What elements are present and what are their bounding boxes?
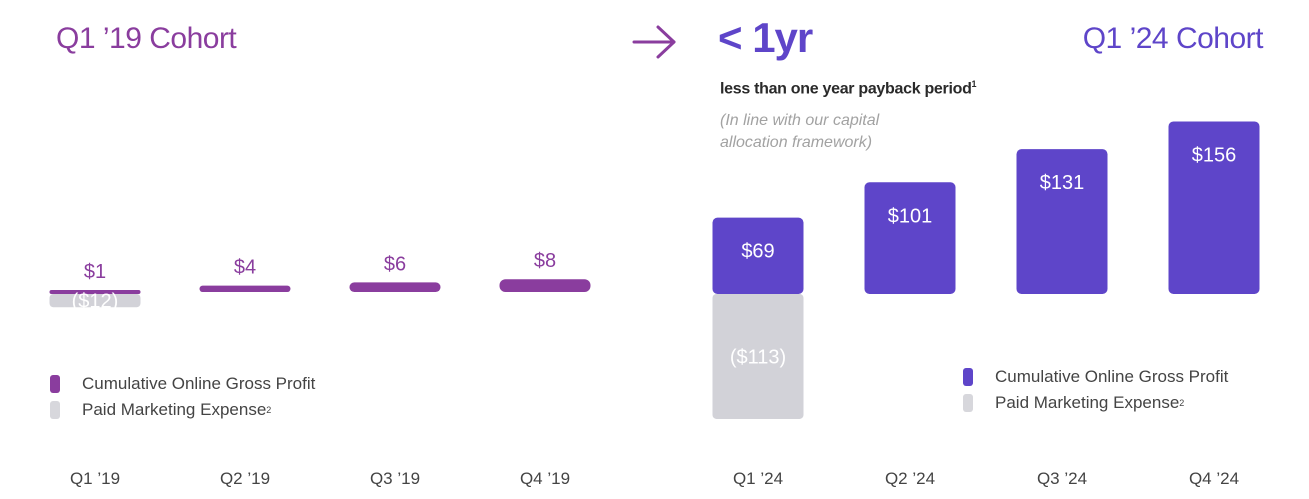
legend-right: Cumulative Online Gross Profit Paid Mark…: [963, 364, 1228, 416]
bar-gross-profit: [712, 217, 804, 294]
bar-label-gross-profit: $6: [384, 253, 406, 275]
footnote-2: 2: [1179, 398, 1185, 408]
legend-left: Cumulative Online Gross Profit Paid Mark…: [50, 371, 315, 423]
bar-label-gross-profit: $4: [234, 257, 256, 279]
bar-label-gross-profit: $1: [84, 261, 106, 283]
bar-gross-profit: [1168, 121, 1260, 295]
bar-gross-profit: [864, 182, 956, 294]
arrow-right-icon: [632, 25, 676, 59]
bar-gross-profit: [349, 282, 441, 292]
legend-item-gross-profit: Cumulative Online Gross Profit: [963, 364, 1228, 390]
payback-subtitle: less than one year payback period1: [720, 79, 977, 98]
payback-highlight: < 1yr: [718, 14, 813, 61]
legend-item-marketing: Paid Marketing Expense 2: [963, 390, 1228, 416]
bar-marketing-expense: [712, 294, 804, 419]
bar-gross-profit: [49, 290, 141, 294]
bar-label-gross-profit: $131: [1040, 172, 1085, 194]
x-tick-label: Q4 ’19: [520, 469, 570, 488]
legend-label-marketing: Paid Marketing Expense: [995, 393, 1180, 412]
left-cohort-title: Q1 ’19 Cohort: [56, 22, 237, 55]
bar-label-gross-profit: $69: [741, 241, 774, 263]
x-tick-label: Q2 ’19: [220, 469, 270, 488]
legend-swatch-gross-profit: [963, 368, 973, 386]
legend-swatch-marketing: [50, 401, 60, 419]
bar-marketing-expense: [49, 294, 141, 308]
legend-item-gross-profit: Cumulative Online Gross Profit: [50, 371, 315, 397]
legend-label-marketing: Paid Marketing Expense: [82, 400, 267, 419]
bar-label-marketing-expense: ($12): [72, 291, 119, 313]
bar-gross-profit: [199, 285, 291, 292]
footnote-2: 2: [266, 405, 272, 415]
x-tick-label: Q2 ’24: [885, 469, 935, 488]
legend-item-marketing: Paid Marketing Expense 2: [50, 397, 315, 423]
x-tick-label: Q3 ’19: [370, 469, 420, 488]
footnote-1: 1: [971, 79, 977, 89]
legend-label-gross-profit: Cumulative Online Gross Profit: [995, 367, 1229, 386]
legend-label-gross-profit: Cumulative Online Gross Profit: [82, 374, 316, 393]
x-tick-label: Q1 ’19: [70, 469, 120, 488]
bar-label-gross-profit: $101: [888, 205, 933, 227]
bar-label-marketing-expense: ($113): [730, 346, 786, 368]
x-tick-label: Q4 ’24: [1189, 469, 1239, 488]
bar-gross-profit: [1016, 149, 1108, 294]
payback-subtitle-text: less than one year payback period: [720, 80, 972, 98]
x-tick-label: Q3 ’24: [1037, 469, 1087, 488]
bar-label-gross-profit: $8: [534, 250, 556, 272]
right-cohort-title: Q1 ’24 Cohort: [1082, 22, 1264, 55]
x-tick-label: Q1 ’24: [733, 469, 783, 488]
bar-label-gross-profit: $156: [1192, 144, 1237, 166]
capital-allocation-note: (In line with our capital allocation fra…: [720, 112, 880, 151]
legend-swatch-marketing: [963, 394, 973, 412]
legend-swatch-gross-profit: [50, 375, 60, 393]
bar-gross-profit: [499, 279, 591, 292]
